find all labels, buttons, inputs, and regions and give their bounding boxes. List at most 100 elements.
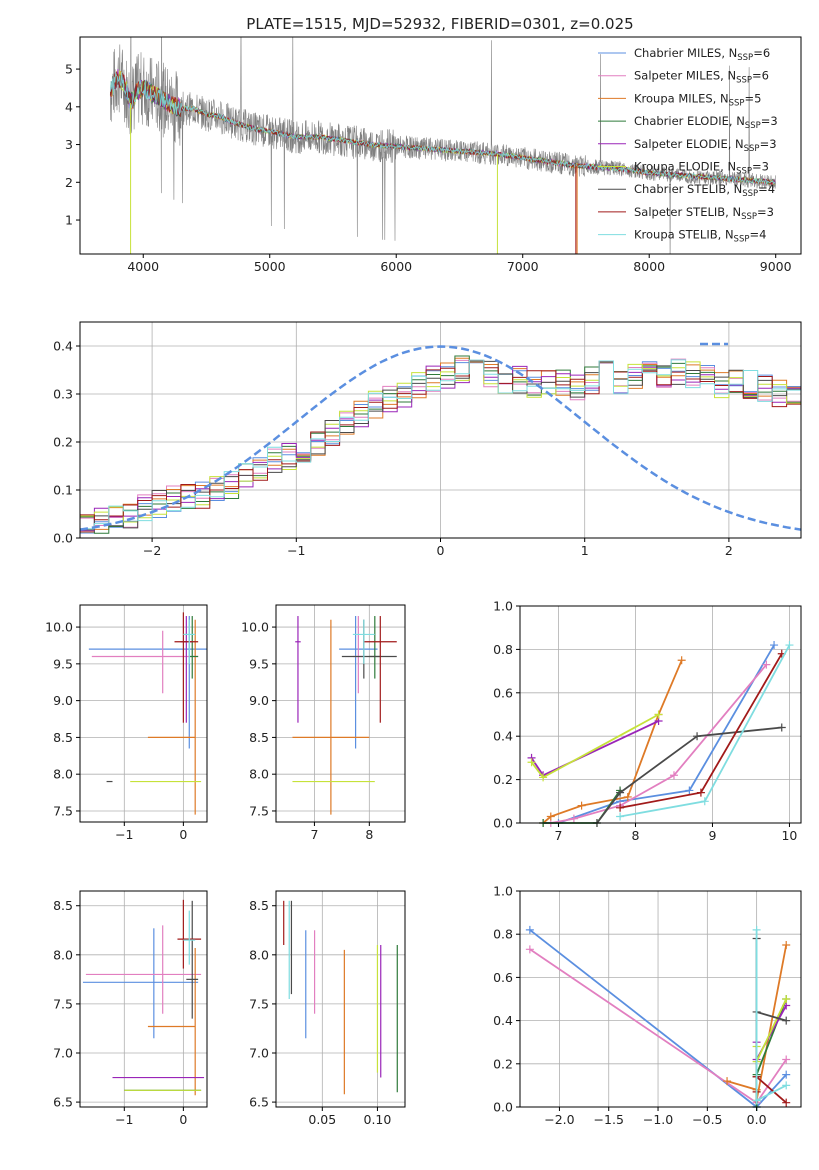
y-tick-label: 10.0 bbox=[241, 620, 269, 635]
y-tick-label: 9.5 bbox=[53, 656, 73, 671]
x-tick-label: 8 bbox=[365, 827, 373, 842]
legend-spacer: , bbox=[729, 114, 736, 128]
age-vs-mass-panel: 7 8 7.5 8.0 8.5 9.0 9.5 10.0 bbox=[241, 604, 406, 842]
x-tick-label: 9 bbox=[708, 828, 716, 843]
mass-weight-marker bbox=[782, 941, 791, 949]
y-tick-label: 5 bbox=[65, 62, 73, 77]
y-tick-label: 0.0 bbox=[493, 816, 513, 831]
axes-frame bbox=[275, 890, 406, 1108]
x-tick-label: −1.5 bbox=[594, 1112, 624, 1127]
mass-weight-marker bbox=[677, 656, 686, 665]
x-tick-label: 8000 bbox=[633, 259, 665, 274]
x-tick-label: 7 bbox=[555, 828, 563, 843]
mass-vs-ebv-panel: 0.05 0.10 6.5 7.0 7.5 8.0 8.5 bbox=[249, 890, 406, 1127]
mass-weight-marker bbox=[777, 723, 786, 732]
x-tick-label: 0.0 bbox=[747, 1112, 767, 1127]
y-tick-label: 0.8 bbox=[493, 642, 513, 657]
x-tick-label: 4000 bbox=[127, 259, 159, 274]
plot-area bbox=[283, 900, 398, 1095]
plot-area bbox=[82, 899, 205, 1096]
mass-weight-line bbox=[542, 659, 683, 824]
mass-weight-marker bbox=[782, 1070, 791, 1079]
legend-nssp-symbol: N bbox=[736, 114, 745, 128]
residuals-panel: −2 −1 0 1 2 0.0 0.1 0.2 0.3 0.4 bbox=[53, 321, 802, 558]
y-tick-label: 0.4 bbox=[493, 1013, 513, 1028]
mass-weight-marker bbox=[616, 812, 625, 821]
plot-area bbox=[88, 612, 207, 815]
legend-nssp-subscript: SSP bbox=[742, 189, 758, 199]
spectrum-panel: 4000 5000 6000 7000 8000 9000 1 2 3 4 5 Chabrier MI… bbox=[65, 36, 802, 274]
x-tick-label: 5000 bbox=[254, 259, 286, 274]
mass-weight-marker bbox=[693, 732, 702, 741]
legend-label: Salpeter MILES, NSSP=6 bbox=[634, 69, 769, 86]
mass-weight-marker bbox=[527, 758, 536, 767]
mass-weight-marker bbox=[782, 1081, 791, 1090]
legend-model-name: Kroupa ELODIE bbox=[634, 160, 720, 174]
plot-area bbox=[527, 641, 794, 827]
legend-nssp-subscript: SSP bbox=[736, 76, 752, 86]
legend-spacer: , bbox=[726, 182, 733, 196]
mass-weight-line bbox=[596, 726, 782, 824]
x-tick-label: 0 bbox=[179, 1112, 187, 1127]
mass-weight-marker bbox=[623, 792, 632, 801]
legend-model-name: Salpeter STELIB bbox=[634, 205, 725, 219]
y-tick-label: 7.5 bbox=[53, 803, 73, 818]
y-tick-label: 0.6 bbox=[493, 970, 513, 985]
legend-nssp-value: =3 bbox=[761, 114, 778, 128]
legend-nssp-subscript: SSP bbox=[741, 212, 757, 222]
mass-weight-marker bbox=[785, 641, 794, 650]
y-tick-label: 0.8 bbox=[493, 927, 513, 942]
legend-nssp-value: =3 bbox=[757, 205, 774, 219]
x-tick-label: 0.05 bbox=[308, 1112, 336, 1127]
histogram-step-line bbox=[80, 359, 801, 530]
legend-nssp-subscript: SSP bbox=[745, 121, 761, 131]
y-tick-label: 0.4 bbox=[493, 729, 513, 744]
legend-nssp-symbol: N bbox=[732, 205, 741, 219]
legend-model-name: Chabrier STELIB bbox=[634, 182, 726, 196]
figure-title: PLATE=1515, MJD=52932, FIBERID=0301, z=0… bbox=[246, 15, 633, 33]
axes-frame bbox=[79, 36, 802, 255]
y-tick-label: 8.5 bbox=[53, 898, 73, 913]
y-tick-label: 7.0 bbox=[249, 1046, 269, 1061]
axes-frame bbox=[519, 890, 802, 1108]
legend-model-name: Chabrier ELODIE bbox=[634, 114, 729, 128]
mass-weight-marker bbox=[782, 1055, 791, 1064]
legend-label: Kroupa STELIB, NSSP=4 bbox=[634, 228, 766, 245]
spectrum-model-line bbox=[109, 71, 776, 185]
x-tick-label: 1 bbox=[581, 543, 589, 558]
legend-nssp-subscript: SSP bbox=[729, 98, 745, 108]
legend-label: Salpeter ELODIE, NSSP=3 bbox=[634, 137, 777, 154]
legend-nssp-symbol: N bbox=[735, 137, 744, 151]
y-tick-label: 8.0 bbox=[53, 767, 73, 782]
y-tick-label: 6.5 bbox=[53, 1095, 73, 1110]
y-tick-label: 4 bbox=[65, 99, 73, 114]
y-tick-label: 6.5 bbox=[249, 1095, 269, 1110]
legend-model-name: Chabrier MILES bbox=[634, 46, 721, 60]
mass-weight-marker bbox=[525, 945, 534, 954]
x-tick-label: −0.5 bbox=[692, 1112, 722, 1127]
spectrum-model-line bbox=[110, 74, 776, 186]
axes-frame bbox=[275, 604, 406, 823]
mass-weight-marker bbox=[669, 771, 678, 780]
axes-frame bbox=[519, 605, 802, 824]
x-tick-label: 0 bbox=[179, 827, 187, 842]
mass-weight-marker bbox=[546, 812, 555, 821]
legend-nssp-value: =4 bbox=[758, 182, 775, 196]
mass-weight-marker bbox=[700, 797, 709, 806]
legend-nssp-symbol: N bbox=[727, 69, 736, 83]
y-tick-label: 9.0 bbox=[249, 693, 269, 708]
legend-spacer: , bbox=[728, 137, 735, 151]
y-tick-label: 8.0 bbox=[249, 767, 269, 782]
massweight-vs-age-panel: 7 8 9 10 0.0 0.2 0.4 0.6 0.8 1.0 bbox=[493, 599, 802, 843]
massweight-vs-z-panel: −2.0 −1.5 −1.0 −0.5 0.0 0.0 0.2 0.4 0.6 0.8 1.0 bbox=[493, 884, 802, 1127]
y-tick-label: 9.0 bbox=[53, 693, 73, 708]
y-tick-label: 0.1 bbox=[53, 483, 73, 498]
legend-nssp-symbol: N bbox=[734, 182, 743, 196]
y-tick-label: 1 bbox=[65, 213, 73, 228]
y-tick-label: 7.5 bbox=[249, 803, 269, 818]
legend-label: Kroupa ELODIE, NSSP=3 bbox=[634, 160, 769, 177]
mass-weight-marker bbox=[616, 788, 625, 797]
mass-weight-marker bbox=[696, 788, 705, 797]
x-tick-label: 7 bbox=[310, 827, 318, 842]
